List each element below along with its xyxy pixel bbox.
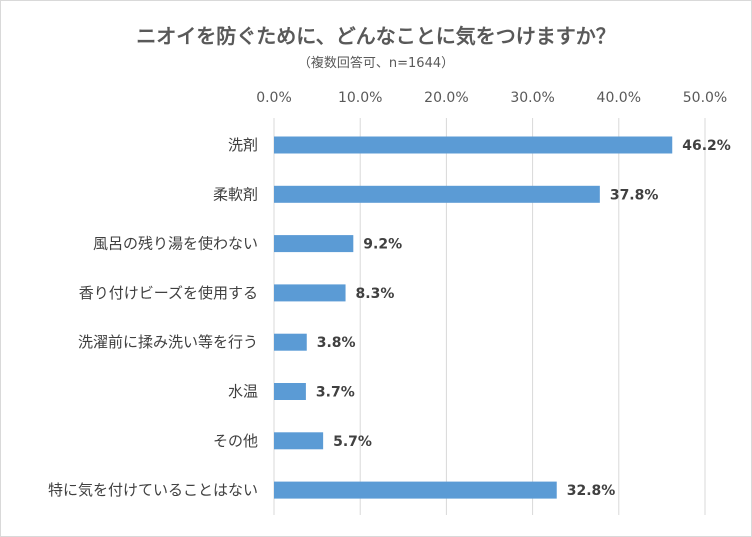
bar bbox=[274, 432, 324, 450]
category-label: 特に気を付けていることはない bbox=[48, 481, 258, 499]
x-tick-label: 50.0% bbox=[683, 90, 727, 106]
bar bbox=[274, 284, 346, 302]
x-tick-label: 30.0% bbox=[510, 90, 554, 106]
data-label: 3.8% bbox=[317, 335, 356, 351]
x-tick-label: 20.0% bbox=[424, 90, 468, 106]
bar bbox=[274, 383, 306, 400]
category-label: 洗剤 bbox=[228, 136, 258, 154]
category-label: 水温 bbox=[228, 383, 258, 401]
data-label: 32.8% bbox=[567, 483, 616, 499]
x-tick-label: 40.0% bbox=[597, 90, 641, 106]
bar bbox=[274, 481, 557, 499]
category-label: その他 bbox=[213, 432, 258, 450]
data-label: 8.3% bbox=[356, 286, 395, 302]
data-label: 37.8% bbox=[610, 187, 659, 203]
chart-subtitle: （複数回答可、n=1644） bbox=[297, 56, 455, 71]
category-label: 柔軟剤 bbox=[213, 185, 258, 203]
chart-title: ニオイを防ぐために、どんなことに気をつけますか？ bbox=[136, 24, 616, 48]
bar bbox=[274, 185, 600, 203]
bar bbox=[274, 333, 307, 351]
data-label: 3.7% bbox=[316, 385, 355, 401]
data-label: 5.7% bbox=[333, 434, 372, 450]
category-label: 洗濯前に揉み洗い等を行う bbox=[78, 333, 258, 351]
data-label: 46.2% bbox=[682, 138, 731, 154]
category-label: 風呂の残り湯を使わない bbox=[93, 235, 258, 253]
x-tick-label: 0.0% bbox=[256, 90, 292, 106]
category-label: 香り付けビーズを使用する bbox=[79, 284, 258, 302]
bar bbox=[274, 235, 354, 253]
data-label: 9.2% bbox=[363, 237, 402, 253]
bar bbox=[274, 136, 673, 154]
x-tick-label: 10.0% bbox=[338, 90, 382, 106]
